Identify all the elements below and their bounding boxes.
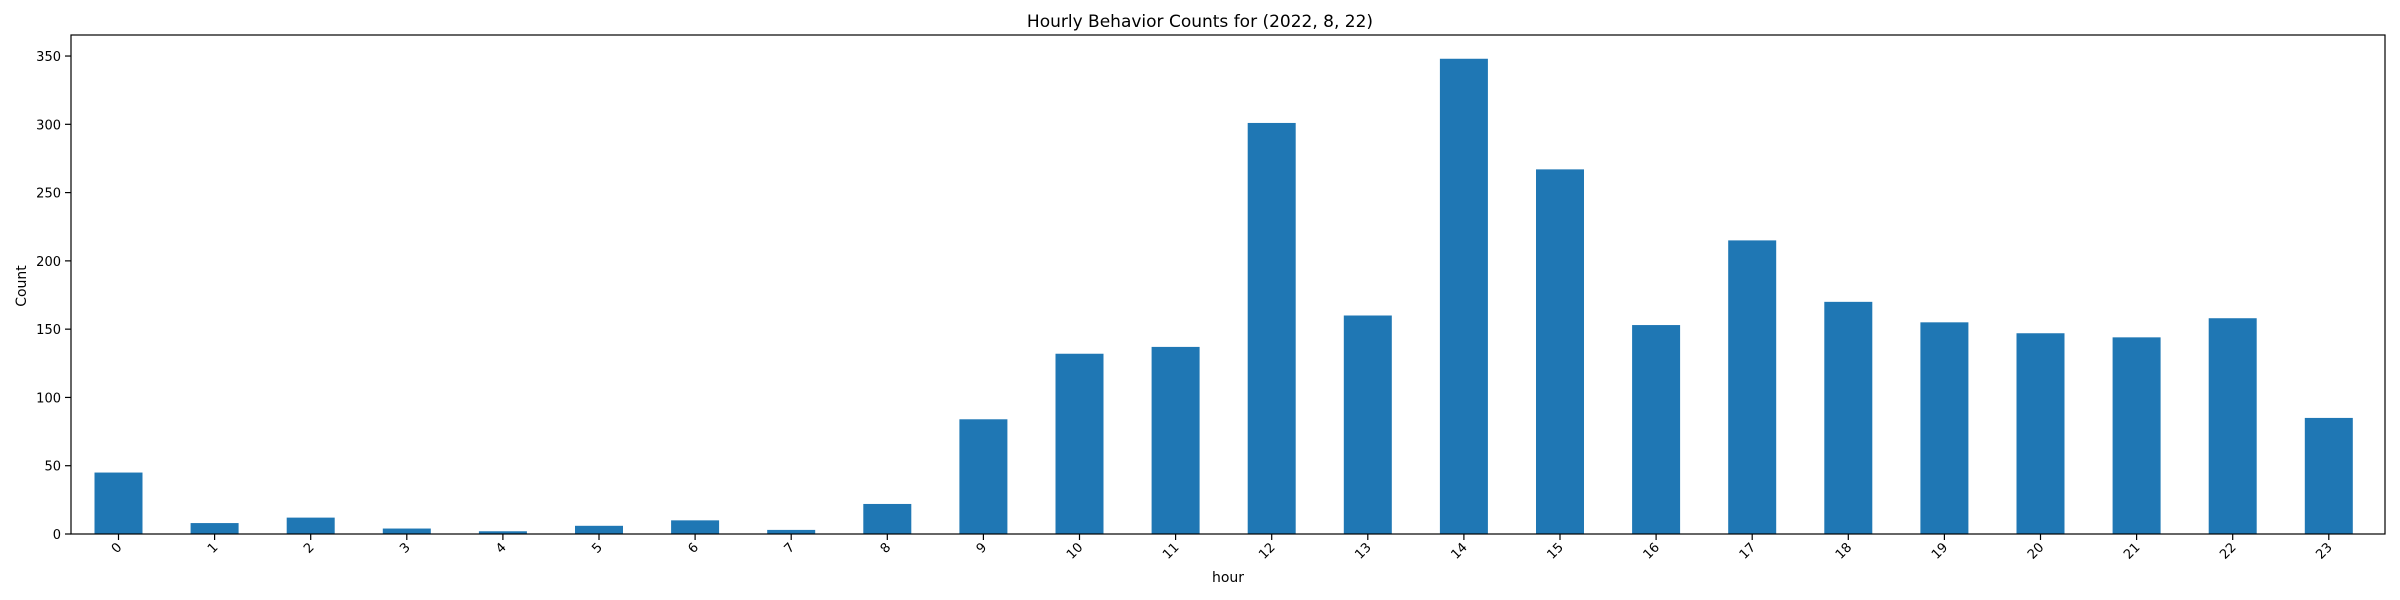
bar-hour-16 xyxy=(1632,325,1681,534)
bar-hour-23 xyxy=(2304,417,2353,534)
bar-hour-4 xyxy=(478,531,527,534)
bar-hour-14 xyxy=(1439,58,1488,535)
x-tick-label: 13 xyxy=(1352,540,1374,562)
bar-hour-1 xyxy=(190,523,239,534)
y-tick-label: 350 xyxy=(36,50,61,65)
y-tick-label: 250 xyxy=(36,187,61,202)
y-tick-label: 100 xyxy=(36,391,61,406)
x-tick-label: 5 xyxy=(589,540,605,556)
y-axis: 0 50 100 150 200 250 300 350 xyxy=(36,50,71,543)
x-tick-label: 19 xyxy=(1929,540,1951,562)
y-tick-label: 0 xyxy=(53,528,61,543)
x-tick-label: 23 xyxy=(2313,540,2335,562)
bar-hour-15 xyxy=(1536,169,1584,534)
x-axis-label: hour xyxy=(1212,570,1244,586)
y-tick-label: 300 xyxy=(36,118,61,133)
x-tick-label: 3 xyxy=(397,540,413,556)
x-tick-label: 10 xyxy=(1064,540,1086,562)
x-tick-label: 18 xyxy=(1833,540,1855,562)
x-tick-label: 15 xyxy=(1545,540,1567,562)
x-tick-label: 21 xyxy=(2121,540,2143,562)
x-tick-label: 1 xyxy=(205,540,221,556)
x-tick-label: 17 xyxy=(1737,540,1759,562)
y-tick-label: 50 xyxy=(44,460,61,475)
bar-hour-13 xyxy=(1343,315,1392,534)
bar-hour-9 xyxy=(959,419,1008,534)
bar-hour-3 xyxy=(382,528,431,534)
x-tick-label: 2 xyxy=(301,540,317,556)
x-tick-label: 16 xyxy=(1641,540,1663,562)
x-tick-label: 9 xyxy=(974,540,990,556)
bar-hour-2 xyxy=(286,517,335,534)
y-tick-label: 150 xyxy=(36,323,61,338)
bar-hour-8 xyxy=(863,503,912,534)
bar-hour-18 xyxy=(1824,301,1873,534)
bars-group xyxy=(94,58,2353,535)
bar-hour-22 xyxy=(2208,318,2257,534)
bar-hour-12 xyxy=(1247,122,1296,535)
x-tick-label: 7 xyxy=(782,540,798,556)
bar-hour-6 xyxy=(671,520,720,534)
x-axis: 0 1 2 3 4 5 6 7 8 9 10 11 12 13 14 15 16 17 18 19 20 21 22 23 xyxy=(109,534,2336,563)
x-tick-label: 20 xyxy=(2025,540,2047,562)
x-tick-label: 11 xyxy=(1160,540,1182,562)
bar-hour-21 xyxy=(2112,337,2161,534)
chart-title: Hourly Behavior Counts for (2022, 8, 22) xyxy=(1027,12,1373,32)
x-tick-label: 4 xyxy=(493,540,509,556)
bar-hour-7 xyxy=(767,529,816,534)
bar-hour-11 xyxy=(1151,346,1200,534)
bar-hour-20 xyxy=(2016,333,2065,534)
x-tick-label: 8 xyxy=(878,540,894,556)
plot-frame xyxy=(70,34,2386,535)
y-tick-label: 200 xyxy=(36,255,61,270)
x-tick-label: 12 xyxy=(1256,540,1278,562)
bar-hour-10 xyxy=(1055,353,1104,534)
y-axis-label: Count xyxy=(14,265,30,307)
x-tick-label: 6 xyxy=(685,540,701,556)
x-tick-label: 0 xyxy=(109,540,125,556)
bar-hour-0 xyxy=(94,472,143,534)
bar-hour-5 xyxy=(575,525,623,534)
bar-hour-19 xyxy=(1920,322,1969,534)
x-tick-label: 14 xyxy=(1448,540,1470,562)
bar-hour-17 xyxy=(1728,240,1777,534)
x-tick-label: 22 xyxy=(2217,540,2239,562)
